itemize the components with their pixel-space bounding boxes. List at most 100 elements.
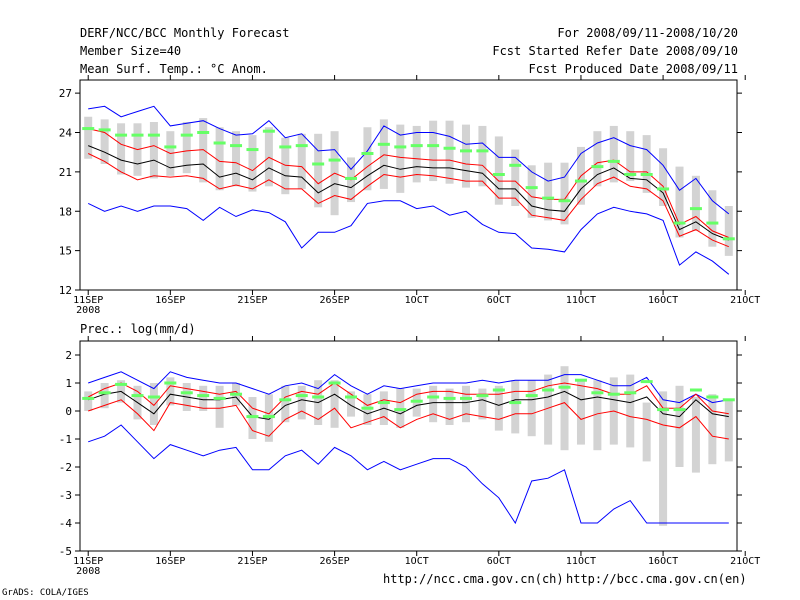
- temperature-ensemble-bar: [560, 162, 569, 225]
- temperature-ensemble-bar: [396, 124, 405, 193]
- precipitation-ensemble-bar: [297, 385, 306, 420]
- precipitation-ensemble-bar: [281, 385, 290, 423]
- precipitation-ensemble-bar: [347, 391, 356, 417]
- temperature-x-tick-label: 16OCT: [648, 295, 678, 306]
- precipitation-x-tick-label: 21OCT: [730, 556, 760, 567]
- temperature-ensemble-bar: [626, 131, 635, 182]
- precipitation-x-tick-label: 26SEP: [320, 556, 350, 567]
- temperature-year-label: 2008: [76, 305, 100, 316]
- precipitation-y-tick-label: -3: [59, 489, 72, 502]
- produced-date: Fcst Produced Date 2008/09/11: [528, 62, 738, 76]
- precipitation-y-tick-label: -2: [59, 461, 72, 474]
- temperature-ensemble-bar: [527, 165, 536, 218]
- temperature-y-tick-label: 27: [59, 87, 72, 100]
- precipitation-x-tick-label: 1OCT: [405, 556, 429, 567]
- temperature-x-tick-label: 11SEP: [73, 295, 103, 306]
- temperature-ensemble-bar: [281, 137, 290, 195]
- precipitation-x-tick-label: 21SEP: [237, 556, 267, 567]
- temperature-y-tick-label: 18: [59, 205, 72, 218]
- temperature-ensemble-bar: [609, 125, 618, 183]
- precipitation-ensemble-bar: [199, 385, 208, 411]
- temperature-x-tick-label: 26SEP: [320, 295, 350, 306]
- precipitation-x-tick-label: 11SEP: [73, 556, 103, 567]
- temperature-y-tick-label: 24: [59, 127, 73, 140]
- precipitation-y-tick-label: 1: [65, 377, 72, 390]
- refer-date: Fcst Started Refer Date 2008/09/10: [492, 44, 738, 58]
- temperature-ensemble-bar: [593, 131, 602, 187]
- precipitation-ensemble-bar: [330, 380, 339, 428]
- precipitation-ensemble-bar: [708, 394, 717, 465]
- temperature-ensemble-bar: [642, 135, 651, 193]
- precipitation-upper-line: [87, 382, 729, 415]
- precipitation-x-tick-label: 16OCT: [648, 556, 678, 567]
- precipitation-ensemble-bar: [691, 397, 700, 473]
- bcc-url[interactable]: http://bcc.cma.gov.cn(en): [566, 572, 747, 586]
- temperature-ensemble-bar: [445, 120, 454, 184]
- precipitation-ensemble-bar: [494, 385, 503, 431]
- temperature-ensemble-bar: [461, 124, 470, 188]
- precipitation-ensemble-bar: [544, 374, 553, 445]
- temperature-ensemble-bar: [724, 206, 733, 256]
- temperature-y-tick-label: 15: [59, 245, 72, 258]
- temperature-ensemble-bar: [691, 175, 700, 231]
- precipitation-ensemble-bar: [461, 385, 470, 423]
- variable-label: Mean Surf. Temp.: °C Anom.: [80, 62, 268, 76]
- temperature-mean-line: [88, 145, 729, 241]
- temperature-ensemble-bar: [379, 119, 388, 189]
- precipitation-x-tick-label: 6OCT: [487, 556, 511, 567]
- member-size-label: Member Size=40: [80, 44, 182, 58]
- precipitation-plot-frame: [79, 340, 738, 552]
- temperature-x-tick-label: 21OCT: [730, 295, 760, 306]
- temperature-ensemble-bar: [117, 123, 126, 175]
- precipitation-lower-line: [88, 399, 729, 440]
- temperature-min-line: [87, 200, 730, 275]
- precipitation-title: Prec.: log(mm/d): [80, 322, 196, 336]
- precipitation-y-tick-label: -1: [59, 433, 72, 446]
- temperature-y-tick-label: 21: [59, 166, 72, 179]
- precipitation-min-line: [88, 424, 729, 525]
- precipitation-ensemble-bar: [84, 391, 93, 411]
- precipitation-ensemble-bar: [659, 391, 668, 526]
- precipitation-ensemble-bar: [429, 385, 438, 423]
- temperature-ensemble-bar: [511, 149, 520, 206]
- precipitation-year-label: 2008: [76, 566, 100, 577]
- precipitation-ensemble-bar: [527, 380, 536, 437]
- temperature-ensemble-bar: [478, 125, 487, 187]
- precipitation-x-tick-label: 11OCT: [566, 556, 596, 567]
- precipitation-ensemble-bar: [215, 385, 224, 428]
- precipitation-y-tick-label: 2: [65, 349, 72, 362]
- temperature-x-tick-label: 1OCT: [405, 295, 429, 306]
- temperature-y-tick-label: 12: [59, 284, 72, 297]
- temperature-ensemble-bar: [675, 166, 684, 238]
- temperature-ensemble-bar: [412, 125, 421, 183]
- precipitation-mean-line: [88, 390, 729, 420]
- temperature-x-tick-label: 16SEP: [155, 295, 185, 306]
- temperature-ensemble-bar: [429, 120, 438, 182]
- precipitation-ensemble-bar: [642, 402, 651, 462]
- precipitation-y-tick-label: -5: [59, 545, 72, 558]
- precipitation-x-tick-label: 16SEP: [155, 556, 185, 567]
- forecast-period: For 2008/09/11-2008/10/20: [557, 26, 738, 40]
- precipitation-ensemble-bar: [593, 380, 602, 451]
- precipitation-ensemble-bar: [166, 377, 175, 406]
- precipitation-ensemble-bar: [724, 399, 733, 462]
- grads-credit: GrADS: COLA/IGES: [2, 588, 89, 598]
- temperature-ensemble-bar: [182, 122, 191, 174]
- temperature-ensemble-bar: [149, 122, 158, 179]
- chart-title: DERF/NCC/BCC Monthly Forecast: [80, 26, 290, 40]
- ncc-url[interactable]: http://ncc.cma.gov.cn(ch): [383, 572, 564, 586]
- temperature-ensemble-bar: [84, 116, 93, 159]
- temperature-ensemble-bar: [494, 136, 503, 205]
- temperature-upper-line: [88, 128, 729, 238]
- temperature-ensemble-bar: [363, 127, 372, 191]
- temperature-max-line: [88, 105, 730, 215]
- precipitation-ensemble-bar: [576, 380, 585, 445]
- temperature-x-tick-label: 21SEP: [237, 295, 267, 306]
- temperature-ensemble-bar: [232, 131, 241, 187]
- precipitation-ensemble-bar: [100, 383, 109, 409]
- temperature-lower-line: [87, 153, 729, 248]
- precipitation-max-line: [88, 371, 729, 404]
- temperature-ensemble-bar: [544, 162, 553, 221]
- temperature-plot-frame: [79, 79, 738, 291]
